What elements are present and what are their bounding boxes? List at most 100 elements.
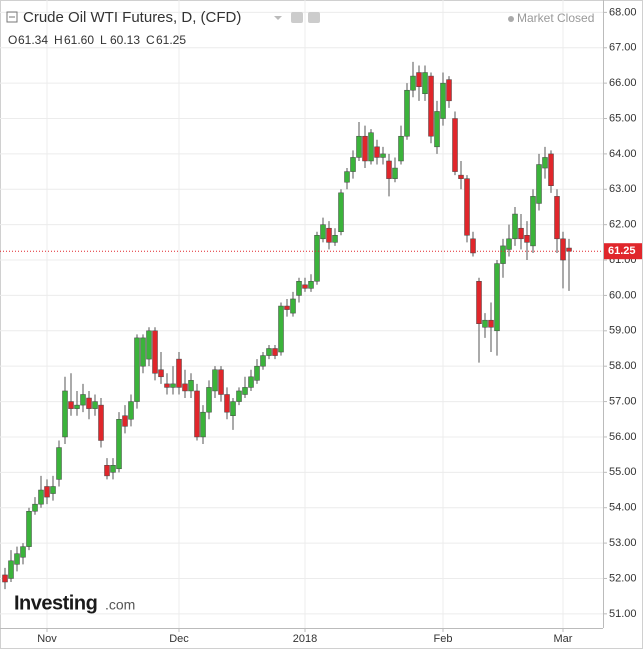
candle-body: [500, 245, 506, 264]
candle-body: [548, 153, 554, 186]
y-tick-label: 58.00: [609, 360, 637, 372]
quote-key: C: [146, 33, 155, 47]
y-tick-label: 65.00: [609, 112, 637, 124]
last-price-label: 61.25: [608, 245, 636, 257]
watermark: Investing: [14, 592, 97, 614]
collapse-icon[interactable]: [6, 11, 18, 23]
candle-body: [434, 111, 440, 148]
candle-body: [338, 192, 344, 232]
candle-body: [56, 447, 62, 480]
candle-body: [14, 553, 20, 565]
candle-body: [110, 465, 116, 473]
candle-body: [428, 75, 434, 137]
candle-body: [200, 411, 206, 438]
candle-body: [350, 157, 356, 172]
chart-title: Crude Oil WTI Futures, D, (CFD): [23, 9, 241, 26]
candle-body: [230, 401, 236, 416]
candle-body: [284, 305, 290, 310]
candle-body: [134, 337, 140, 402]
eye-icon[interactable]: [291, 12, 303, 23]
candle-body: [98, 404, 104, 441]
y-tick-label: 55.00: [609, 466, 637, 478]
last-price-tag: [604, 243, 642, 260]
y-tick-label: 54.00: [609, 502, 637, 514]
candle-body: [422, 72, 428, 95]
quote-key: L: [100, 33, 107, 47]
x-tick-label: Dec: [169, 633, 189, 645]
candles: [2, 61, 572, 590]
candle-body: [512, 213, 518, 240]
x-tick-label: 2018: [293, 633, 317, 645]
candle-body: [446, 79, 452, 102]
candle-body: [374, 146, 380, 158]
candle-body: [152, 330, 158, 374]
candle-body: [464, 178, 470, 236]
candle-body: [26, 510, 32, 547]
candle-body: [410, 75, 416, 91]
quote: O 61.34 H 61.60 L 60.13 C 61.25: [8, 33, 186, 47]
candle-body: [536, 164, 542, 204]
candle-body: [242, 387, 248, 395]
candle-body: [32, 503, 38, 512]
market-status: Market Closed: [517, 11, 594, 25]
candle-body: [524, 235, 530, 243]
candle-body: [188, 380, 194, 392]
candle-body: [104, 465, 110, 477]
y-tick-label: 52.00: [609, 572, 637, 584]
candle-body: [542, 157, 548, 169]
candle-body: [38, 489, 44, 505]
y-tick-label: 66.00: [609, 77, 637, 89]
candle-body: [74, 404, 80, 409]
candle-body: [248, 376, 254, 388]
candle-body: [86, 397, 92, 409]
dropdown-icon[interactable]: [274, 16, 282, 20]
watermark-suffix: .com: [105, 597, 135, 613]
candle-body: [398, 135, 404, 162]
candle-body: [458, 174, 464, 179]
quote-value: 60.13: [110, 33, 140, 47]
candle-body: [356, 135, 362, 158]
candle-body: [44, 486, 50, 498]
candle-body: [50, 486, 56, 494]
candle-body: [2, 574, 8, 583]
candle-body: [494, 263, 500, 332]
candle-body: [92, 401, 98, 409]
candle-body: [212, 369, 218, 392]
quote-value: 61.60: [64, 33, 94, 47]
candle-body: [530, 196, 536, 247]
candle-body: [476, 281, 482, 324]
candle-body: [80, 394, 86, 406]
candle-body: [116, 419, 122, 470]
quote-value: 61.25: [156, 33, 186, 47]
candle-body: [326, 227, 332, 243]
candle-body: [260, 355, 266, 367]
candle-body: [278, 305, 284, 353]
candle-body: [554, 196, 560, 240]
x-tick-label: Mar: [554, 633, 573, 645]
candle-body: [368, 132, 374, 162]
candle-body: [8, 560, 14, 579]
candle-body: [128, 401, 134, 420]
quote-key: H: [54, 33, 63, 47]
y-tick-label: 67.00: [609, 42, 637, 54]
candle-body: [194, 390, 200, 438]
y-tick-label: 60.00: [609, 289, 637, 301]
candle-body: [302, 284, 308, 289]
candle-body: [224, 394, 230, 413]
candle-body: [254, 365, 260, 381]
candle-body: [344, 171, 350, 183]
candle-body: [470, 238, 476, 254]
candle-body: [62, 390, 68, 438]
quote-value: 61.34: [18, 33, 48, 47]
candle-body: [488, 319, 494, 328]
candle-body: [452, 118, 458, 172]
y-tick-label: 53.00: [609, 537, 637, 549]
y-tick-label: 56.00: [609, 431, 637, 443]
axes: 51.00 52.00 53.00 54.00 55.00 56.00 57.00 58.00…: [0, 6, 642, 645]
x-tick-label: Feb: [434, 633, 453, 645]
candle-body: [404, 89, 410, 137]
candle-body: [332, 235, 338, 243]
settings-icon[interactable]: [308, 12, 320, 23]
candle-body: [236, 390, 242, 402]
candle-body: [380, 153, 386, 158]
